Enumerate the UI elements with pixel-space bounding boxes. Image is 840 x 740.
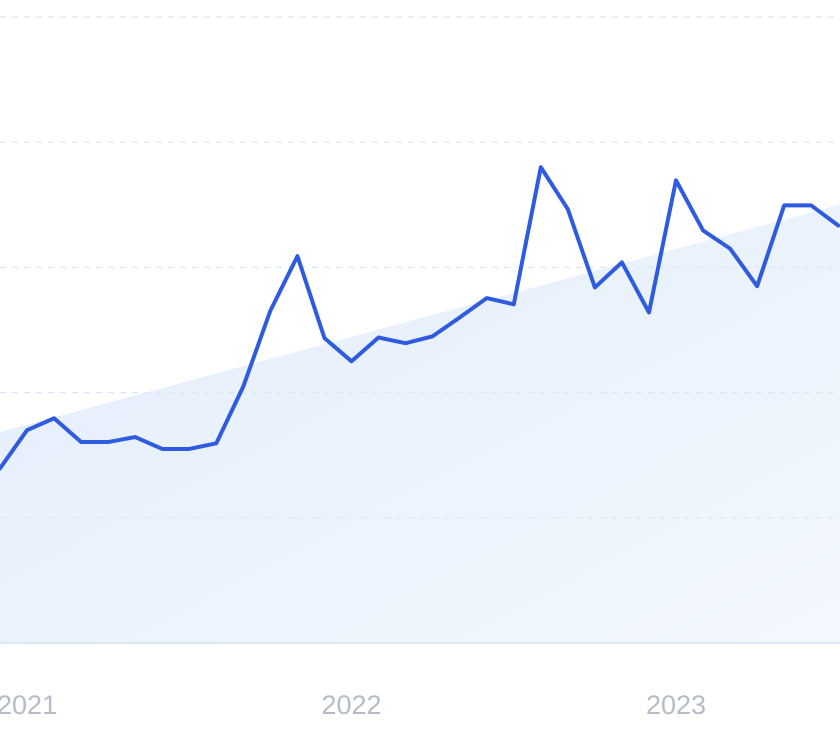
line [0,165,840,471]
x-tick-label: 2023 [646,690,706,720]
x-tick-label: 2022 [321,690,381,720]
x-tick-label: 2021 [0,690,57,720]
trend-area [0,204,840,643]
